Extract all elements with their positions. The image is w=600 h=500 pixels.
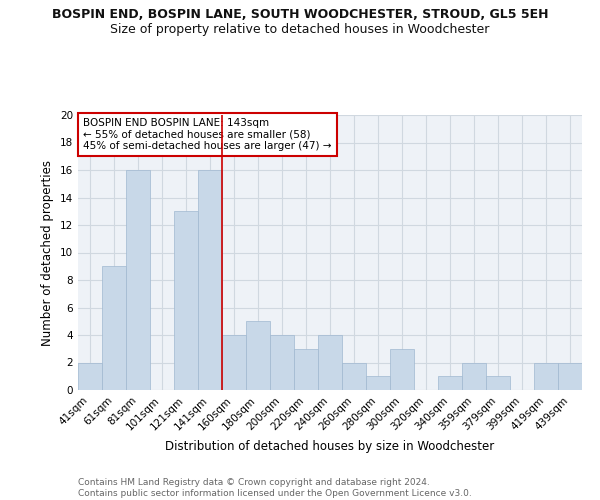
Bar — [294, 349, 318, 390]
Bar — [174, 211, 198, 390]
Text: BOSPIN END, BOSPIN LANE, SOUTH WOODCHESTER, STROUD, GL5 5EH: BOSPIN END, BOSPIN LANE, SOUTH WOODCHEST… — [52, 8, 548, 20]
Text: Size of property relative to detached houses in Woodchester: Size of property relative to detached ho… — [110, 22, 490, 36]
Bar — [558, 362, 582, 390]
Text: Contains HM Land Registry data © Crown copyright and database right 2024.
Contai: Contains HM Land Registry data © Crown c… — [78, 478, 472, 498]
Bar — [102, 266, 126, 390]
Bar — [342, 362, 366, 390]
X-axis label: Distribution of detached houses by size in Woodchester: Distribution of detached houses by size … — [166, 440, 494, 453]
Bar — [534, 362, 558, 390]
Bar — [486, 376, 510, 390]
Bar — [270, 335, 294, 390]
Text: BOSPIN END BOSPIN LANE: 143sqm
← 55% of detached houses are smaller (58)
45% of : BOSPIN END BOSPIN LANE: 143sqm ← 55% of … — [83, 118, 332, 151]
Bar — [246, 322, 270, 390]
Bar — [222, 335, 246, 390]
Bar — [438, 376, 462, 390]
Bar — [198, 170, 222, 390]
Bar — [126, 170, 150, 390]
Bar — [462, 362, 486, 390]
Bar — [318, 335, 342, 390]
Bar — [366, 376, 390, 390]
Y-axis label: Number of detached properties: Number of detached properties — [41, 160, 55, 346]
Bar — [78, 362, 102, 390]
Bar — [390, 349, 414, 390]
